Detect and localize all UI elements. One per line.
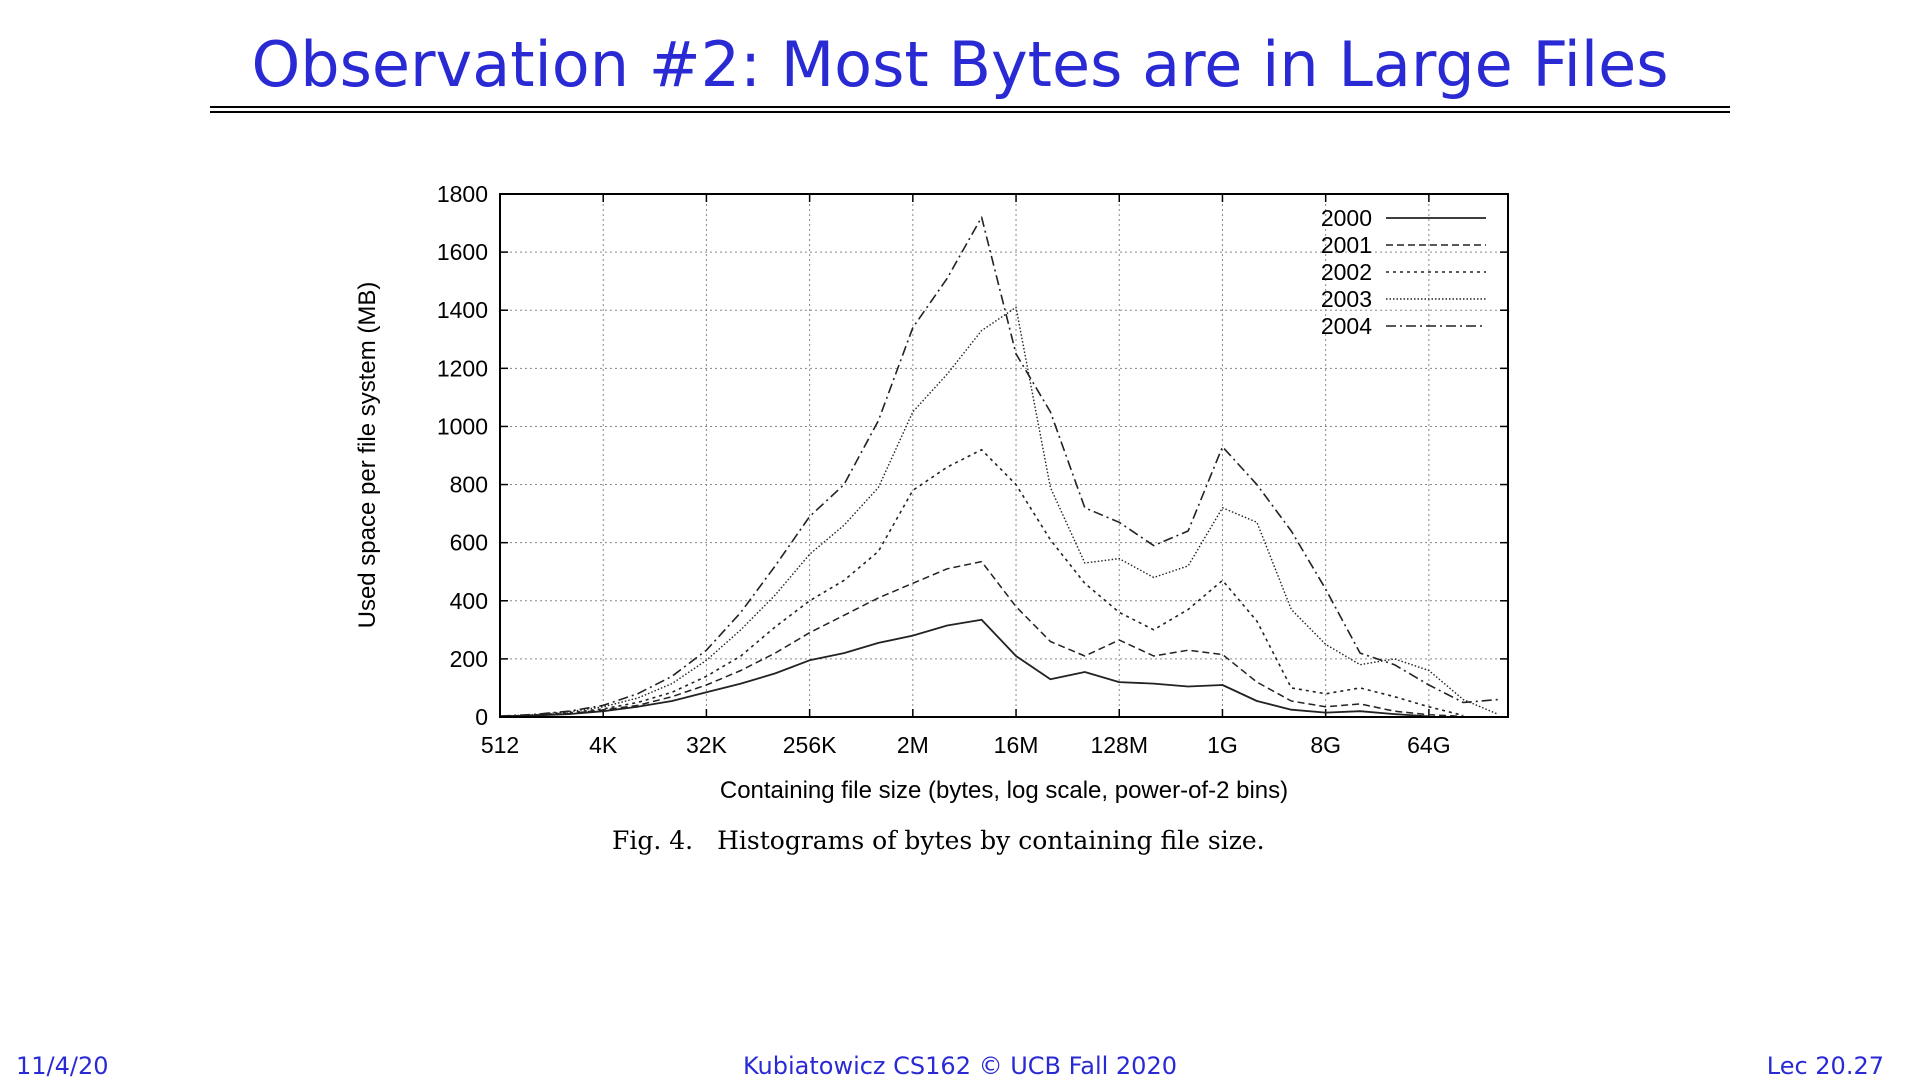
x-tick-label: 4K <box>589 732 618 758</box>
slide-title: Observation #2: Most Bytes are in Large … <box>251 28 1669 101</box>
y-axis-label: Used space per file system (MB) <box>354 282 381 629</box>
x-tick-label: 256K <box>783 732 837 758</box>
series-line-2000 <box>500 618 1429 717</box>
y-tick-label: 1000 <box>437 413 488 439</box>
x-tick-label: 2M <box>897 732 929 758</box>
grid-lines <box>500 194 1508 717</box>
x-tick-label: 128M <box>1090 732 1148 758</box>
series-line-2002 <box>500 448 1464 717</box>
figure-caption: Fig. 4. Histograms of bytes by containing… <box>612 826 1265 855</box>
footer-date: 11/4/20 <box>16 1052 109 1080</box>
y-tick-label: 1800 <box>437 181 488 207</box>
legend-label-2004: 2004 <box>1321 313 1372 339</box>
y-tick-label: 1400 <box>437 297 488 323</box>
series-line-2001 <box>500 560 1464 717</box>
y-tick-label: 0 <box>475 704 488 730</box>
title-rule-double <box>210 111 1730 113</box>
y-tick-label: 200 <box>450 646 488 672</box>
axis-ticks: 0 200 400 600 800 1000 1200 1400 1600 1800 512 4K 32… <box>437 181 1508 758</box>
legend-label-2002: 2002 <box>1321 259 1372 285</box>
plot-frame <box>499 193 1509 718</box>
x-axis-label: Containing file size (bytes, log scale, … <box>720 777 1288 804</box>
legend-label-2000: 2000 <box>1321 205 1372 231</box>
y-tick-label: 1200 <box>437 355 488 381</box>
series-line-2004 <box>500 216 1498 717</box>
footer-lecture: Lec 20.27 <box>1766 1052 1884 1080</box>
series-line-2003 <box>500 306 1498 717</box>
x-tick-label: 1G <box>1207 732 1238 758</box>
y-tick-label: 400 <box>450 588 488 614</box>
title-rule <box>210 106 1730 108</box>
caption-text: Histograms of bytes by containing file s… <box>717 826 1265 855</box>
y-tick-label: 1600 <box>437 239 488 265</box>
caption-figure-number: Fig. 4. <box>612 826 694 855</box>
x-tick-label: 64G <box>1407 732 1450 758</box>
histogram-chart: 0 200 400 600 800 1000 1200 1400 1600 1800 512 4K 32… <box>354 181 1509 804</box>
legend-label-2003: 2003 <box>1321 286 1372 312</box>
x-tick-label: 32K <box>686 732 728 758</box>
x-tick-label: 16M <box>994 732 1039 758</box>
footer-course: Kubiatowicz CS162 © UCB Fall 2020 <box>742 1052 1177 1080</box>
series-lines <box>500 216 1498 717</box>
x-tick-label: 512 <box>481 732 519 758</box>
y-tick-label: 800 <box>450 472 488 498</box>
y-tick-label: 600 <box>450 530 488 556</box>
legend-label-2001: 2001 <box>1321 232 1372 258</box>
x-tick-label: 8G <box>1310 732 1341 758</box>
